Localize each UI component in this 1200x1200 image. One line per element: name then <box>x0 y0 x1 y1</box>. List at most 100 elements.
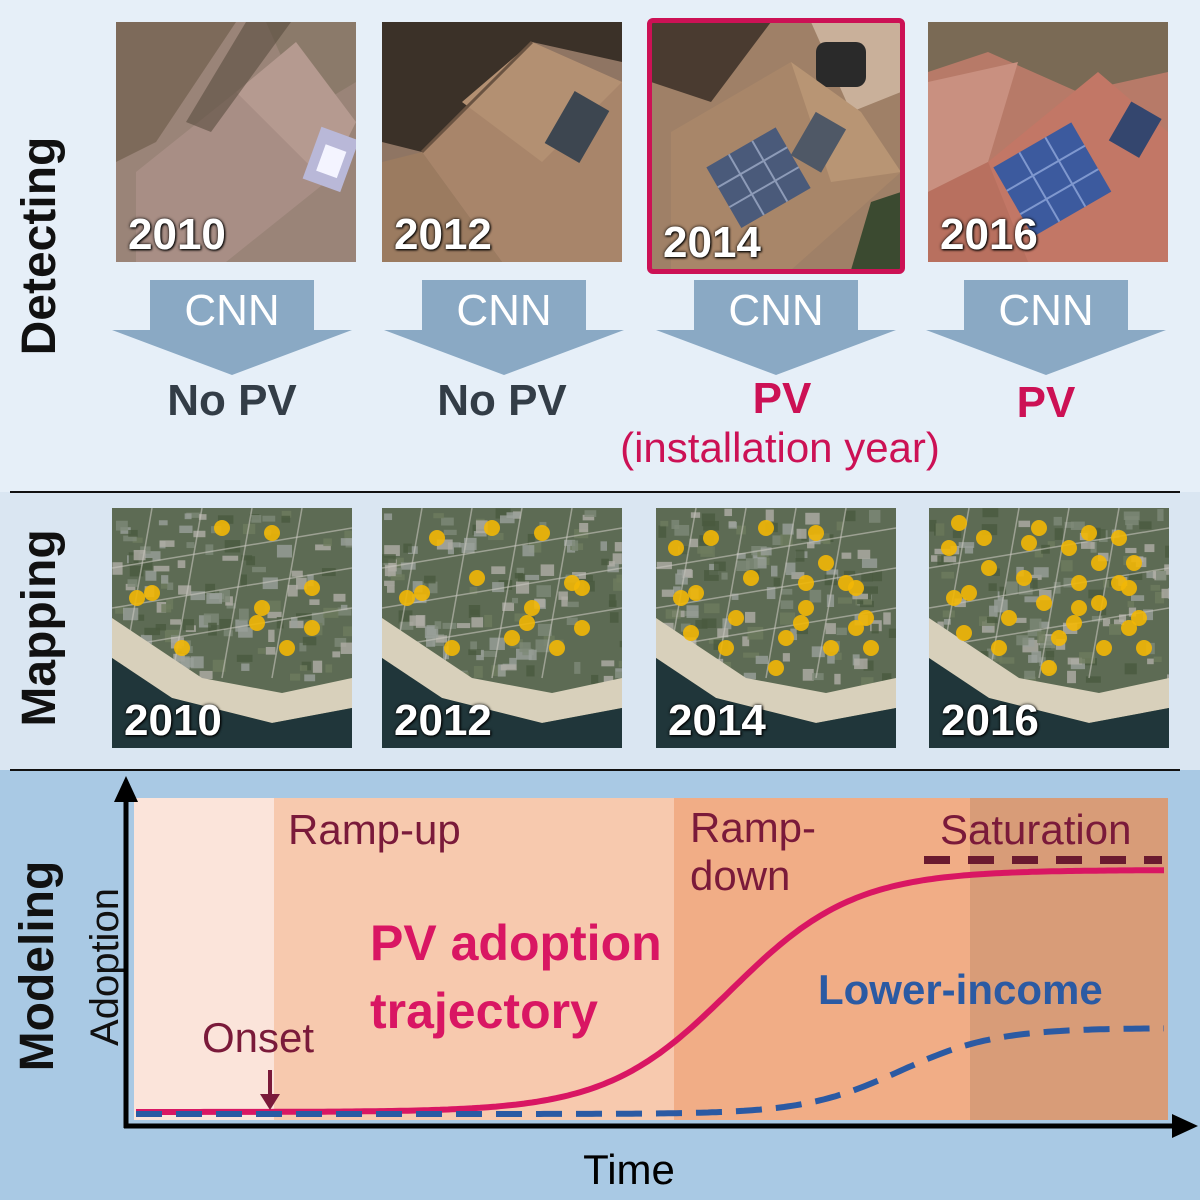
pv-marker <box>981 560 997 576</box>
pv-marker <box>793 615 809 631</box>
pv-marker <box>1096 640 1112 656</box>
pv-marker <box>1021 535 1037 551</box>
pv-marker <box>941 540 957 556</box>
pv-marker <box>564 575 580 591</box>
pv-marker <box>174 640 190 656</box>
pv-marker <box>728 610 744 626</box>
pv-marker <box>524 600 540 616</box>
pv-marker <box>214 520 230 536</box>
pv-marker <box>976 530 992 546</box>
pv-marker <box>504 630 520 646</box>
onset-label: Onset <box>202 1014 314 1061</box>
section-label-mapping: Mapping <box>13 529 66 727</box>
year-label: 2014 <box>663 218 761 267</box>
cnn-arrow: CNN <box>656 280 896 375</box>
pv-marker <box>304 580 320 596</box>
section-divider <box>10 491 1180 493</box>
detection-result: No PV <box>437 376 567 425</box>
detection-result: No PV <box>167 376 297 425</box>
pv-marker <box>429 530 445 546</box>
cnn-arrow: CNN <box>112 280 352 375</box>
lower-income-label: Lower-income <box>818 966 1103 1013</box>
cnn-label: CNN <box>184 286 280 335</box>
pv-marker <box>1121 620 1137 636</box>
pv-marker <box>798 575 814 591</box>
phase-label-saturation: Saturation <box>940 806 1131 853</box>
pv-marker <box>838 575 854 591</box>
pv-marker <box>798 600 814 616</box>
pv-marker <box>1001 610 1017 626</box>
pv-marker <box>718 640 734 656</box>
x-axis-label: Time <box>583 1146 675 1193</box>
map-tile: 2014 <box>656 508 896 748</box>
cnn-label: CNN <box>998 286 1094 335</box>
pv-marker <box>743 570 759 586</box>
pv-marker <box>1016 570 1032 586</box>
rooftop-image-2012: 2012 <box>382 22 622 262</box>
pv-marker <box>1071 575 1087 591</box>
pv-marker <box>484 520 500 536</box>
pv-marker <box>534 525 550 541</box>
pv-marker <box>818 555 834 571</box>
pv-marker <box>1071 600 1087 616</box>
rooftop-image-2014: 2014 <box>651 22 901 270</box>
pv-marker <box>956 625 972 641</box>
pv-marker <box>1031 520 1047 536</box>
map-tile: 2012 <box>382 508 622 748</box>
pv-marker <box>279 640 295 656</box>
pv-marker <box>264 525 280 541</box>
pv-marker <box>951 515 967 531</box>
year-label: 2016 <box>941 696 1039 745</box>
curve-label: trajectory <box>370 983 598 1039</box>
year-label: 2016 <box>940 210 1038 259</box>
pv-marker <box>848 620 864 636</box>
curve-label: PV adoption <box>370 915 662 971</box>
onset-arrow <box>260 1070 280 1110</box>
year-label: 2014 <box>668 696 766 745</box>
pv-marker <box>946 590 962 606</box>
pv-marker <box>1111 530 1127 546</box>
phase-region-ramp-up <box>274 798 674 1120</box>
pv-marker <box>863 640 879 656</box>
pv-marker <box>1136 640 1152 656</box>
pv-marker <box>1131 610 1147 626</box>
detection-result: PV <box>752 374 812 423</box>
pv-marker <box>469 570 485 586</box>
x-axis <box>124 1114 1198 1138</box>
map-tile: 2016 <box>929 508 1169 748</box>
rooftop-image-2010: 2010 <box>116 22 356 262</box>
cnn-label: CNN <box>728 286 824 335</box>
pv-marker <box>823 640 839 656</box>
phase-label-ramp-up: Ramp-up <box>288 806 461 853</box>
cnn-label: CNN <box>456 286 552 335</box>
pv-marker <box>1091 555 1107 571</box>
pv-marker <box>1061 540 1077 556</box>
pv-marker <box>144 585 160 601</box>
pv-marker <box>778 630 794 646</box>
pv-marker <box>519 615 535 631</box>
pv-marker <box>444 640 460 656</box>
phase-label-ramp-down: Ramp- <box>690 804 816 851</box>
pv-marker <box>1126 555 1142 571</box>
pv-marker <box>304 620 320 636</box>
cnn-arrow: CNN <box>926 280 1166 375</box>
pv-marker <box>1091 595 1107 611</box>
pv-marker <box>668 540 684 556</box>
cnn-arrow: CNN <box>384 280 624 375</box>
pv-marker <box>129 590 145 606</box>
pv-marker <box>808 525 824 541</box>
map-tile: 2010 <box>112 508 352 748</box>
year-label: 2012 <box>394 210 492 259</box>
pv-marker <box>1041 660 1057 676</box>
pv-marker <box>1066 615 1082 631</box>
phase-region-saturation <box>970 798 1168 1120</box>
pv-marker <box>574 620 590 636</box>
detection-result: PV <box>1016 378 1076 427</box>
y-axis <box>114 776 138 1128</box>
pv-marker <box>414 585 430 601</box>
phase-label-ramp-down: down <box>690 852 790 899</box>
pv-marker <box>683 625 699 641</box>
phase-region-onset <box>134 798 274 1120</box>
adoption-trajectory-chart: Ramp-up Ramp- down Saturation PV adoptio… <box>114 776 1198 1193</box>
